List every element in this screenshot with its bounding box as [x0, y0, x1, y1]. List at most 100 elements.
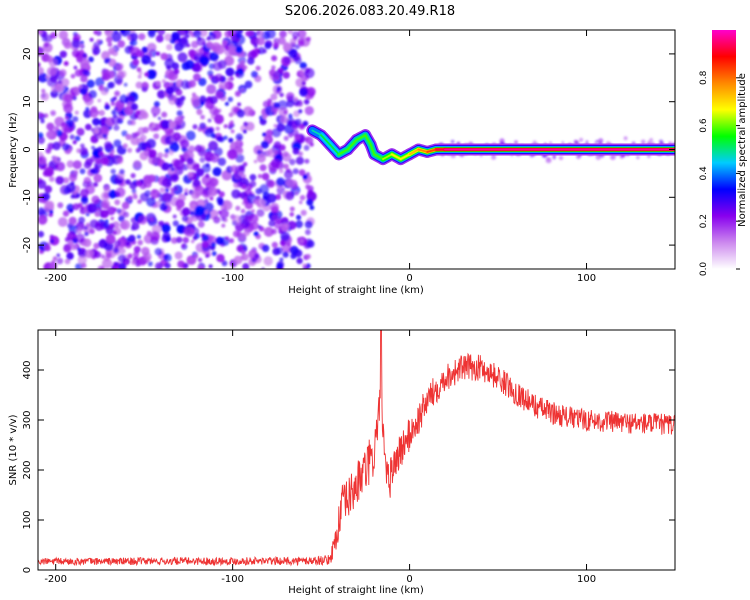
noise-speck	[191, 92, 197, 97]
noise-speck	[66, 160, 75, 168]
noise-speck	[135, 81, 143, 89]
noise-speck	[273, 141, 282, 149]
noise-speck	[77, 247, 81, 252]
noise-speck	[265, 129, 274, 138]
noise-speck	[131, 222, 140, 231]
noise-speck	[114, 240, 121, 248]
noise-speck	[305, 184, 311, 190]
y-tick-label: 10	[22, 95, 33, 108]
noise-speck	[50, 110, 56, 116]
noise-speck	[80, 238, 85, 243]
noise-speck	[166, 44, 173, 51]
noise-speck	[113, 124, 120, 131]
noise-speck	[450, 139, 455, 144]
noise-speck	[213, 216, 221, 224]
noise-speck	[64, 93, 73, 103]
noise-speck	[80, 88, 88, 96]
noise-speck	[298, 238, 304, 244]
noise-speck	[235, 153, 245, 163]
noise-speck	[86, 79, 95, 89]
noise-speck	[238, 171, 244, 177]
noise-speck	[232, 230, 240, 238]
noise-speck	[88, 90, 97, 99]
colorbar-tick-label: 0.0	[699, 262, 709, 277]
noise-speck	[136, 234, 141, 239]
noise-speck	[162, 231, 171, 240]
noise-speck	[106, 206, 116, 216]
noise-speck	[137, 127, 146, 135]
noise-speck	[129, 32, 138, 42]
noise-speck	[137, 239, 143, 246]
noise-speck	[235, 31, 243, 39]
noise-speck	[78, 49, 85, 55]
noise-speck	[113, 247, 119, 254]
noise-speck	[115, 187, 126, 198]
noise-speck	[202, 234, 209, 242]
snr-panel: -200 -100 0 100 0 100 200 300 400 Height of str…	[8, 329, 676, 596]
noise-speck	[235, 205, 241, 211]
noise-speck	[214, 44, 225, 55]
noise-speck	[40, 119, 45, 124]
noise-speck	[55, 161, 66, 172]
noise-speck	[214, 73, 224, 83]
noise-speck	[274, 150, 279, 155]
noise-speck	[275, 75, 279, 80]
noise-speck	[200, 101, 205, 106]
noise-speck	[85, 212, 90, 217]
noise-speck	[80, 74, 88, 83]
noise-speck	[217, 157, 227, 166]
noise-speck	[309, 142, 314, 147]
noise-speck	[81, 262, 87, 269]
noise-speck	[158, 198, 163, 203]
noise-speck	[303, 144, 310, 151]
noise-speck	[97, 146, 104, 152]
noise-speck	[272, 73, 277, 78]
noise-speck	[208, 140, 219, 151]
noise-speck	[247, 50, 257, 60]
noise-speck	[244, 80, 253, 89]
noise-speck	[102, 133, 108, 139]
noise-speck	[299, 87, 308, 97]
snr-x-ticks: -200 -100 0 100	[44, 330, 596, 585]
noise-speck	[74, 170, 79, 175]
noise-speck	[292, 148, 300, 155]
noise-speck	[268, 180, 275, 188]
noise-speck	[110, 216, 115, 221]
noise-speck	[104, 141, 112, 150]
noise-speck	[77, 255, 88, 265]
signal-track-segment	[399, 153, 411, 160]
noise-speck	[128, 195, 133, 200]
noise-speck	[283, 135, 289, 141]
noise-speck	[138, 215, 148, 225]
noise-speck	[594, 141, 597, 144]
noise-speck	[114, 261, 119, 266]
noise-speck	[83, 224, 93, 235]
noise-speck	[74, 110, 79, 115]
noise-speck	[168, 150, 174, 156]
noise-speck	[237, 68, 244, 75]
noise-speck	[108, 189, 117, 199]
noise-speck	[110, 101, 116, 107]
noise-speck	[268, 219, 276, 227]
noise-speck	[255, 188, 262, 195]
spectrogram-x-label: Height of straight line (km)	[288, 285, 424, 296]
noise-speck	[186, 157, 194, 165]
noise-speck	[125, 241, 131, 247]
colorbar-ticks: 0.0 0.2 0.4 0.6 0.8	[699, 70, 740, 276]
noise-speck	[163, 253, 172, 262]
noise-speck	[267, 102, 271, 107]
noise-speck	[38, 66, 44, 75]
noise-speck	[209, 95, 218, 104]
noise-speck	[133, 246, 141, 253]
noise-speck	[59, 50, 67, 58]
noise-speck	[38, 179, 47, 189]
noise-speck	[229, 120, 234, 125]
noise-speck	[110, 97, 115, 103]
noise-speck	[204, 128, 214, 138]
noise-speck	[223, 199, 231, 207]
noise-speck	[549, 141, 552, 145]
noise-speck	[237, 136, 242, 141]
noise-speck	[264, 42, 272, 50]
noise-speck	[270, 93, 278, 101]
